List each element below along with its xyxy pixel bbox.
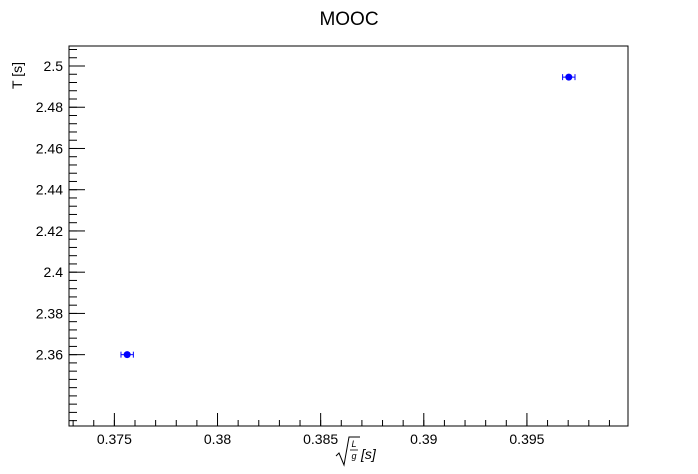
sqrt-symbol: [335, 436, 360, 467]
x-tick-label: 0.395: [509, 431, 544, 447]
y-tick-label: 2.46: [36, 140, 63, 156]
x-tick-label: 0.375: [97, 431, 132, 447]
plot-frame: [68, 45, 629, 427]
y-axis-label: T [s]: [9, 62, 25, 89]
x-tick-label: 0.385: [303, 431, 338, 447]
data-series: [120, 73, 576, 359]
x-tick-label: 0.38: [204, 431, 231, 447]
y-axis: 2.36 2.38 2.4 2.42 2.44 2.46 2.48 2.5: [36, 49, 85, 422]
y-tick-label: 2.44: [36, 182, 63, 198]
data-point: [565, 73, 573, 81]
x-axis-label: L g [s]: [335, 436, 377, 467]
x-tick-label: 0.39: [410, 431, 437, 447]
x-axis: 0.375 0.38 0.385 0.39 0.395: [72, 413, 610, 447]
y-tick-label: 2.5: [44, 58, 64, 74]
x-label-unit: [s]: [360, 446, 377, 462]
y-tick-label: 2.42: [36, 223, 63, 239]
y-tick-label: 2.38: [36, 305, 63, 321]
data-point: [123, 351, 131, 359]
y-tick-label: 2.48: [36, 99, 63, 115]
x-label-denominator: g: [351, 451, 356, 461]
chart-title: MOOC: [319, 9, 378, 30]
y-tick-label: 2.4: [44, 264, 64, 280]
x-label-numerator: L: [351, 439, 356, 449]
y-tick-label: 2.36: [36, 347, 63, 363]
